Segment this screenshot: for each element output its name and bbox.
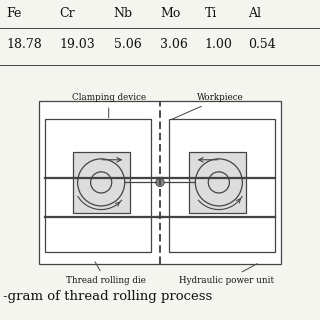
Text: Fe: Fe (6, 6, 22, 20)
Text: ‑gram of thread rolling process: ‑gram of thread rolling process (3, 291, 212, 303)
Bar (73, 152, 130, 212)
Text: Cr: Cr (59, 6, 75, 20)
Text: Thread rolling die: Thread rolling die (66, 262, 146, 285)
Text: Al: Al (248, 6, 261, 20)
Text: Hydraulic power unit: Hydraulic power unit (179, 264, 274, 285)
Text: 1.00: 1.00 (205, 38, 233, 51)
Text: Mo: Mo (160, 6, 180, 20)
Text: 5.06: 5.06 (114, 38, 141, 51)
Text: Workpiece: Workpiece (172, 93, 244, 119)
Bar (45, 119, 151, 252)
Text: 19.03: 19.03 (59, 38, 95, 51)
Bar (39, 101, 281, 264)
Text: 0.54: 0.54 (248, 38, 276, 51)
Text: 3.06: 3.06 (160, 38, 188, 51)
Circle shape (156, 178, 164, 187)
Text: Clamping device: Clamping device (72, 93, 146, 118)
Text: Nb: Nb (114, 6, 133, 20)
Bar (189, 152, 246, 212)
Bar (169, 119, 275, 252)
Text: Ti: Ti (205, 6, 217, 20)
Text: 18.78: 18.78 (6, 38, 42, 51)
